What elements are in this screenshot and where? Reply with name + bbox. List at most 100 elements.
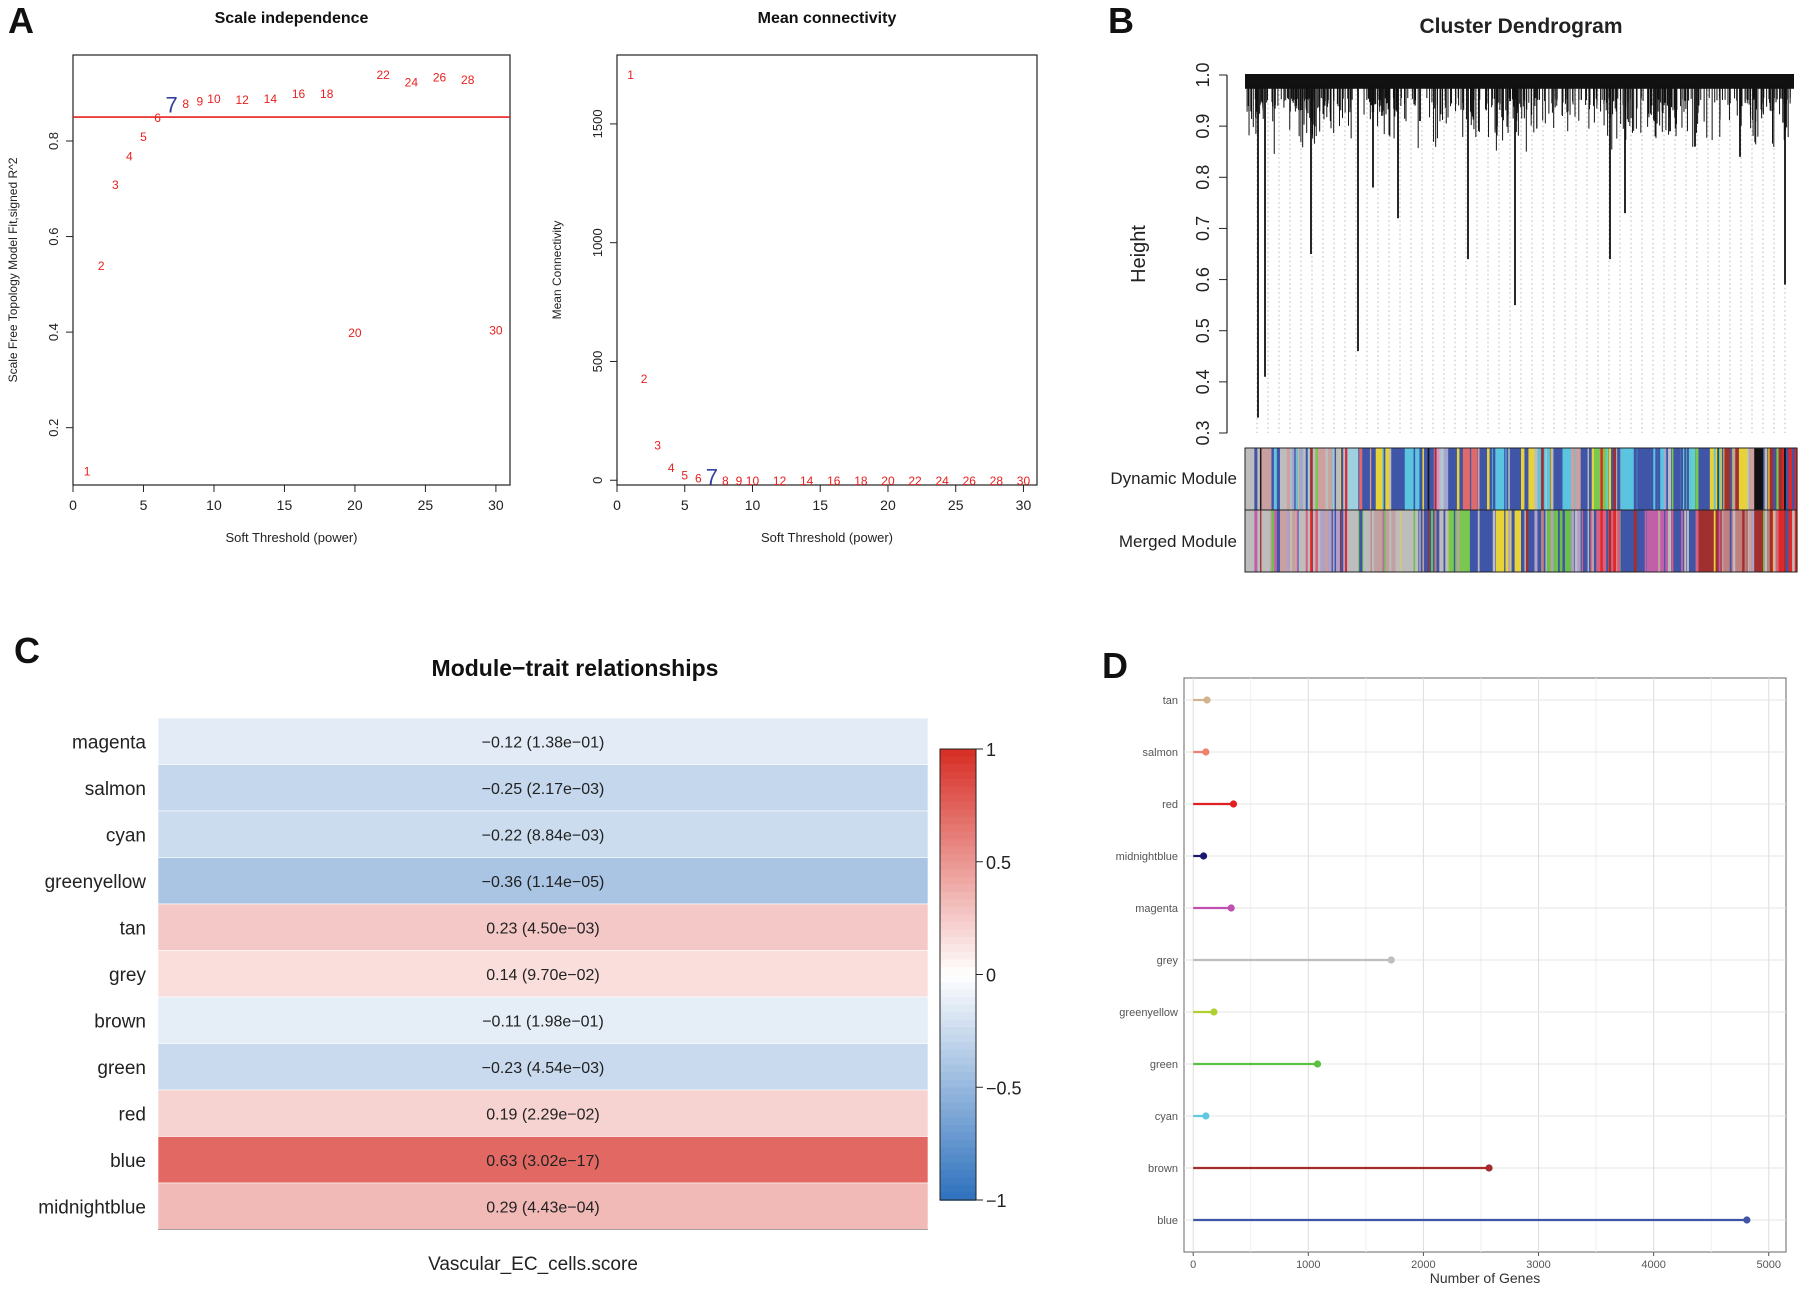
merged-module-strip [1334, 510, 1337, 572]
x-tick-label: 25 [948, 497, 964, 513]
y-axis-label: Scale Free Topology Model Fit,signed R^2 [6, 157, 20, 382]
dynamic-module-strip [1486, 448, 1490, 510]
x-tick-label: 2000 [1411, 1259, 1435, 1271]
merged-module-strip [1310, 510, 1313, 572]
data-point-label: 20 [881, 474, 895, 488]
y-tick-label: 0.6 [1193, 267, 1213, 292]
colorbar-tick-label: −1 [986, 1191, 1007, 1211]
merged-module-strip [1389, 510, 1392, 572]
y-tick-label: 0.4 [1193, 369, 1213, 394]
dynamic-module-strip [1680, 448, 1684, 510]
merged-module-strip [1776, 510, 1779, 572]
data-point-label: 1 [627, 68, 634, 82]
dynamic-module-strip [1768, 448, 1770, 510]
merged-module-strip [1345, 510, 1348, 572]
heatmap-cell-label: 0.14 (9.70e−02) [486, 967, 599, 984]
merged-module-strip [1557, 510, 1560, 572]
merged-module-strip [1784, 510, 1787, 572]
row-label-dynamic: Dynamic Module [1110, 469, 1237, 488]
module-trait-heatmap: Module−trait relationships −0.12 (1.38e−0… [38, 655, 1021, 1275]
colorbar-segment [940, 989, 976, 998]
colorbar-segment [940, 801, 976, 810]
colorbar-segment [940, 921, 976, 931]
merged-module-strip [1684, 510, 1687, 572]
colorbar-segment [940, 771, 976, 780]
merged-module-strip [1441, 510, 1444, 572]
data-point-label: 1 [84, 465, 91, 479]
data-point-label: 5 [681, 468, 688, 482]
row-label: greenyellow [1119, 1007, 1178, 1019]
data-point-label: 5 [140, 130, 147, 144]
dynamic-module-strip [1684, 448, 1687, 510]
colorbar-segment [940, 1057, 976, 1066]
merged-module-strip [1718, 510, 1721, 572]
merged-module-strip [1689, 510, 1692, 572]
lollipop-dot [1485, 1164, 1493, 1172]
colorbar-segment [940, 1184, 976, 1194]
x-tick-label: 10 [206, 497, 222, 513]
merged-module-strip [1574, 510, 1578, 572]
colorbar-segment [940, 1027, 976, 1036]
dynamic-module-strip [1590, 448, 1594, 510]
dynamic-module-strip [1296, 448, 1298, 510]
y-tick-label: 0.7 [1193, 216, 1213, 241]
merged-module-strip [1545, 510, 1547, 572]
dynamic-module-strip [1288, 448, 1292, 510]
dynamic-module-strip [1784, 448, 1787, 510]
dynamic-module-strip [1671, 448, 1674, 510]
dynamic-module-strip [1545, 448, 1547, 510]
data-point-label: 7 [706, 464, 718, 489]
dynamic-module-strip [1491, 448, 1508, 510]
merged-module-strip-frame [1244, 509, 1798, 573]
merged-module-strip [1416, 510, 1419, 572]
merged-module-strip [1577, 510, 1581, 572]
dynamic-module-strip [1359, 448, 1363, 510]
data-point-label: 14 [800, 474, 814, 488]
merged-module-strip [1369, 510, 1372, 572]
merged-module-strip [1550, 510, 1552, 572]
dynamic-module-strip [1260, 448, 1262, 510]
dynamic-module-strip [1577, 448, 1581, 510]
data-point-label: 18 [320, 87, 334, 101]
y-tick-label: 0.9 [1193, 114, 1213, 139]
row-label: magenta [1135, 903, 1179, 915]
data-point-label: 6 [154, 111, 161, 125]
merged-module-strip [1271, 510, 1274, 572]
colorbar-segment [940, 914, 976, 923]
colorbar-segment [940, 891, 976, 901]
dynamic-module-strip [1729, 448, 1732, 510]
heatmap-cell-label: 0.63 (3.02e−17) [486, 1153, 599, 1170]
colorbar-segment [940, 1117, 976, 1126]
dynamic-module-strip [1371, 448, 1375, 510]
merged-module-strip [1486, 510, 1490, 572]
colorbar-segment [940, 951, 976, 961]
merged-module-strip [1556, 510, 1558, 572]
dynamic-module-strip [1668, 448, 1672, 510]
row-label: green [97, 1058, 146, 1079]
lollipop-dot [1202, 1112, 1210, 1120]
heatmap-cell-label: −0.36 (1.14e−05) [482, 874, 605, 891]
x-tick-label: 1000 [1296, 1259, 1320, 1271]
merged-module-strip [1296, 510, 1298, 572]
y-tick-label: 0.6 [46, 228, 61, 246]
dynamic-module-strip [1524, 448, 1527, 510]
colorbar-segment [940, 756, 976, 765]
merged-module-strip [1524, 510, 1527, 572]
merged-module-strip [1297, 510, 1299, 572]
y-tick-label: 0.8 [1193, 165, 1213, 190]
dynamic-module-strip [1317, 448, 1333, 510]
colorbar-segment [940, 1169, 976, 1179]
dynamic-module-strip [1534, 448, 1538, 510]
merged-module-strip [1658, 510, 1661, 572]
merged-module-strip [1687, 510, 1689, 572]
x-tick-label: 0 [69, 497, 77, 513]
dynamic-module-strip [1439, 448, 1442, 510]
data-point-label: 7 [166, 93, 178, 118]
dynamic-module-strip [1696, 448, 1699, 510]
dynamic-module-strip [1331, 448, 1333, 510]
dynamic-module-strip [1398, 448, 1401, 510]
heatmap-cell-label: −0.22 (8.84e−03) [482, 827, 605, 844]
x-axis-label: Soft Threshold (power) [226, 530, 358, 545]
